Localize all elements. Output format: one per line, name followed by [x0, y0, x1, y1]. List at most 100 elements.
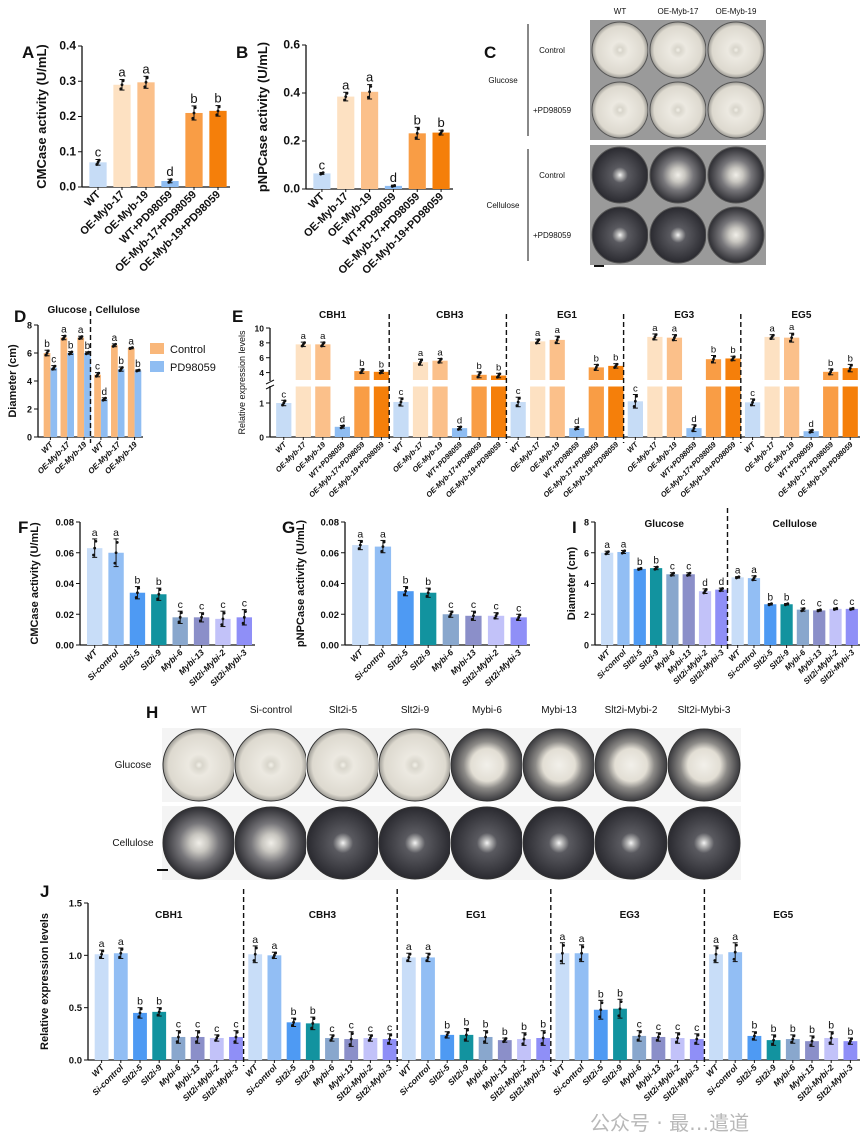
data-point — [417, 363, 421, 366]
y-tick-label: 1.5 — [69, 899, 83, 910]
significance-letter: b — [44, 339, 50, 350]
data-point — [113, 561, 117, 565]
data-point — [459, 425, 463, 429]
data-point — [652, 337, 656, 341]
culture-plate-image — [591, 21, 649, 79]
culture-plate-image — [306, 728, 380, 802]
bar — [805, 1041, 819, 1060]
bar — [747, 578, 761, 645]
panel-label-D: D — [14, 307, 26, 326]
culture-plate-image — [591, 206, 649, 264]
panel-label-J: J — [40, 882, 49, 901]
significance-letter: c — [675, 1021, 680, 1033]
data-point — [388, 1037, 391, 1041]
data-point — [847, 369, 851, 373]
bar — [823, 371, 839, 380]
significance-letter: a — [112, 333, 118, 344]
bar — [510, 401, 526, 437]
data-point — [408, 952, 412, 956]
culture-plate-image — [234, 728, 308, 802]
data-point — [387, 1041, 390, 1045]
data-point — [115, 540, 119, 544]
data-point — [426, 956, 430, 959]
data-point — [445, 1033, 449, 1037]
bar — [117, 369, 125, 437]
data-point — [310, 1026, 313, 1030]
data-point — [366, 95, 370, 99]
significance-letter: b — [848, 353, 853, 364]
data-point — [713, 355, 717, 358]
bar — [421, 957, 435, 1060]
bar — [151, 594, 167, 645]
data-point — [695, 1037, 699, 1041]
data-point — [596, 363, 599, 367]
x-tick-label: WT — [508, 439, 524, 455]
data-point — [407, 956, 411, 959]
data-point — [253, 952, 257, 956]
data-point — [156, 597, 160, 601]
data-point — [120, 366, 124, 369]
data-point — [97, 371, 101, 375]
data-point — [802, 607, 806, 610]
data-point — [198, 619, 202, 623]
bar — [613, 1008, 627, 1060]
data-point — [851, 606, 855, 610]
significance-letter: b — [85, 341, 91, 352]
significance-letter: b — [444, 1020, 450, 1032]
data-point — [291, 1024, 294, 1027]
data-point — [619, 1000, 623, 1004]
significance-letter: a — [406, 941, 412, 953]
data-point — [773, 1034, 777, 1038]
bar — [305, 1023, 320, 1060]
data-point — [540, 1042, 544, 1045]
data-point — [329, 1038, 333, 1042]
data-point — [688, 571, 692, 575]
y-tick-label: 1.0 — [69, 951, 82, 962]
bar — [401, 957, 416, 1060]
bar — [725, 358, 741, 380]
legend-label: Control — [170, 344, 205, 356]
bar-lower-segment — [725, 386, 741, 437]
culture-plate-image — [591, 81, 649, 139]
bar — [215, 618, 231, 645]
bar — [374, 546, 392, 645]
data-point — [420, 358, 424, 362]
data-point — [312, 1017, 316, 1021]
bar — [363, 1038, 378, 1060]
y-tick-label: 0.02 — [321, 610, 340, 621]
bar — [236, 617, 253, 645]
data-point — [655, 565, 659, 569]
significance-letter: c — [686, 562, 691, 573]
bar — [682, 574, 695, 645]
data-point — [677, 1032, 681, 1036]
bar — [172, 617, 188, 645]
plate-column-label: OE-Myb-19 — [716, 7, 757, 16]
bar — [190, 1036, 205, 1060]
significance-letter: b — [790, 1023, 796, 1035]
bar — [549, 339, 565, 380]
data-point — [406, 959, 409, 962]
data-point — [381, 545, 385, 548]
data-point — [405, 586, 409, 590]
data-point — [735, 943, 738, 947]
bar — [465, 615, 482, 645]
significance-letter: c — [800, 597, 805, 608]
x-tick-label: WT — [625, 439, 641, 455]
data-point — [399, 400, 403, 404]
panel-label-A: A — [22, 43, 34, 62]
significance-letter: c — [633, 384, 638, 395]
data-point — [449, 612, 453, 616]
bar-lower-segment — [705, 386, 722, 437]
y-axis-title: pNPCase activity (U/mL) — [255, 42, 270, 192]
bar — [152, 1011, 167, 1060]
bar — [633, 568, 646, 645]
data-point — [850, 363, 853, 367]
significance-letter: a — [604, 540, 610, 551]
significance-letter: c — [471, 599, 476, 611]
y-tick-label: 2 — [584, 610, 589, 620]
data-point — [252, 959, 256, 962]
data-point — [498, 372, 502, 376]
bar — [478, 1036, 493, 1060]
bar — [530, 341, 546, 380]
